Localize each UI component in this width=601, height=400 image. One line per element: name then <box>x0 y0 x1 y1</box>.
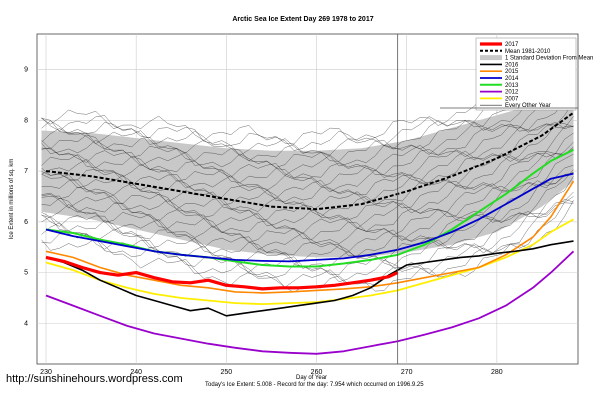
other-year-line <box>41 172 574 244</box>
x-tick-label: 250 <box>221 369 233 376</box>
other-year-line <box>41 146 574 221</box>
other-year-line <box>41 176 574 264</box>
y-tick-label: 5 <box>24 270 28 277</box>
other-year-line <box>41 116 574 187</box>
y-tick-label: 6 <box>24 219 28 226</box>
other-year-line <box>41 132 574 212</box>
other-year-line <box>41 126 574 203</box>
series-lines <box>45 111 575 355</box>
other-year-line <box>41 164 574 240</box>
other-year-line <box>41 93 574 168</box>
legend-label: 1 Standard Deviation From Mean <box>505 56 593 62</box>
x-axis-label: Day of Year <box>296 375 328 381</box>
x-tick-label: 280 <box>491 369 503 376</box>
other-year-line <box>41 153 574 234</box>
other-year-line <box>41 141 574 217</box>
watermark-url: http://sunshinehours.wordpress.com <box>6 373 183 385</box>
y-tick-label: 9 <box>24 67 28 74</box>
other-year-line <box>41 122 574 193</box>
y-tick-labels: 4 5 6 7 8 9 <box>24 67 28 328</box>
series-line-2015 <box>45 180 575 294</box>
other-year-line <box>41 93 574 156</box>
y-tick-label: 8 <box>24 117 28 124</box>
x-tick-label: 230 <box>40 369 52 376</box>
legend-label: 2007 <box>505 96 519 102</box>
legend-label: Mean 1981-2010 <box>505 49 551 55</box>
legend-label: 2014 <box>505 76 519 82</box>
other-year-line <box>41 196 574 288</box>
other-year-line <box>41 95 574 176</box>
series-line-2012 <box>45 250 575 355</box>
footer-text: Today's Ice Extent: 5.008 - Record for t… <box>205 382 424 388</box>
other-year-line <box>41 123 574 199</box>
other-year-line <box>41 202 574 275</box>
x-tick-label: 240 <box>130 369 142 376</box>
other-year-line <box>41 95 574 162</box>
series-line-2007 <box>45 218 574 305</box>
y-tick-label: 4 <box>24 320 28 327</box>
x-tick-labels: 230 240 250 260 270 280 <box>40 369 503 376</box>
series-line-2016 <box>45 240 574 317</box>
legend-label: 2016 <box>505 62 519 68</box>
series-line-2013 <box>45 148 574 268</box>
x-tick-label: 270 <box>401 369 413 376</box>
chart-title: Arctic Sea Ice Extent Day 269 1978 to 20… <box>232 16 373 23</box>
series-line-2014 <box>45 172 574 263</box>
legend-label: 2013 <box>505 83 519 89</box>
other-year-line <box>41 148 574 229</box>
series-line-mean-1981-2010 <box>45 111 575 211</box>
std-deviation-band <box>41 92 574 258</box>
legend-label: 2017 <box>505 42 519 48</box>
y-axis-label: Ice Extent in millions of sq. km <box>9 159 15 240</box>
x-tick-label: 260 <box>311 369 323 376</box>
y-tick-label: 7 <box>24 168 28 175</box>
legend-label: Every Other Year <box>505 103 551 109</box>
std-band <box>41 92 574 258</box>
legend-label: 2012 <box>505 90 519 96</box>
series-line-2017 <box>45 255 399 291</box>
legend-label: 2015 <box>505 69 519 75</box>
